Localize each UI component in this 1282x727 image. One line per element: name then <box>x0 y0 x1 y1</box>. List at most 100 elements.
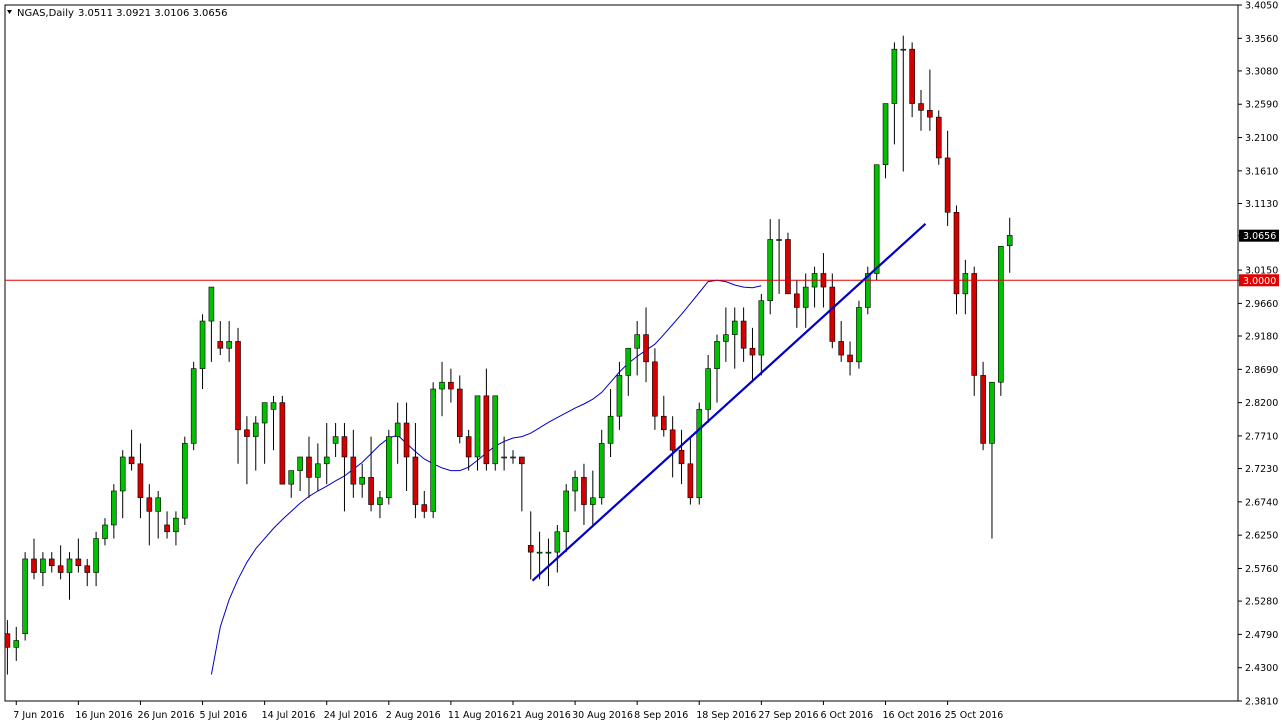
current-price-badge-label: 3.0656 <box>1243 231 1276 242</box>
x-tick-label: 14 Jul 2016 <box>262 710 316 721</box>
y-tick-label: 2.9180 <box>1245 332 1278 343</box>
candle-body-bullish <box>93 538 99 573</box>
y-tick-label: 2.6250 <box>1245 531 1278 542</box>
candle-body-bullish <box>891 48 898 104</box>
candle-body-bullish <box>474 395 481 458</box>
candle-body-bullish <box>182 443 188 519</box>
candle-body-bearish <box>794 293 800 308</box>
candle-body-bullish <box>323 456 330 465</box>
x-tick-label: 25 Oct 2016 <box>945 710 1004 721</box>
candle-body-bullish <box>102 524 108 539</box>
x-tick-label: 6 Oct 2016 <box>820 710 873 721</box>
candle-body-bullish <box>261 402 268 424</box>
candle-body-bullish <box>545 551 552 554</box>
candle-body-bearish <box>465 436 472 458</box>
candle-body-bullish <box>776 239 782 241</box>
x-tick-label: 24 Jul 2016 <box>324 710 378 721</box>
candle-body-bullish <box>758 300 765 356</box>
x-tick-label: 26 Jun 2016 <box>137 710 194 721</box>
candle-body-bullish <box>625 347 632 376</box>
candle-body-bullish <box>394 422 401 437</box>
candle-body-bearish <box>838 341 844 356</box>
candle-body-bearish <box>740 320 747 349</box>
x-tick-label: 30 Aug 2016 <box>572 710 633 721</box>
candle-body-bearish <box>909 48 915 104</box>
candle-body-bullish <box>208 286 215 322</box>
current-price-badge-box <box>1239 229 1279 242</box>
candle-body-bearish <box>927 110 933 118</box>
candle-body-bullish <box>501 456 507 459</box>
candle-body-bearish <box>146 497 153 512</box>
y-tick-label: 2.8200 <box>1245 398 1278 409</box>
candle-body-bearish <box>519 456 525 465</box>
dropdown-triangle-icon[interactable] <box>7 10 12 14</box>
candle-body-bearish <box>341 436 348 458</box>
candles-layer <box>4 35 1013 675</box>
candle-body-bullish <box>173 517 179 533</box>
x-tick-label: 18 Sep 2016 <box>696 710 756 721</box>
x-tick-label: 16 Oct 2016 <box>883 710 942 721</box>
candle-body-bullish <box>696 409 703 499</box>
chart-header: NGAS,Daily 3.0511 3.0921 3.0106 3.0656 <box>7 8 228 19</box>
candle-body-bullish <box>590 497 596 505</box>
candle-body-bearish <box>48 558 55 567</box>
y-tick-label: 2.4790 <box>1245 630 1278 641</box>
candle-body-bearish <box>944 157 951 213</box>
level-badge-box <box>1239 274 1279 287</box>
candle-body-bearish <box>687 463 694 499</box>
candle-body-bearish <box>217 341 224 349</box>
candle-body-bullish <box>723 334 729 342</box>
candle-body-bullish <box>66 558 73 573</box>
trendline <box>531 223 927 582</box>
y-tick-label: 3.3080 <box>1245 66 1278 77</box>
candle-body-bearish <box>235 341 241 431</box>
candle-body-bullish <box>315 463 321 478</box>
candle-body-bearish <box>412 456 419 505</box>
candle-body-bullish <box>714 341 720 369</box>
candle-body-bearish <box>678 449 685 465</box>
candle-body-bullish <box>802 286 809 308</box>
candle-body-bullish <box>731 320 738 335</box>
y-tick-label: 2.9660 <box>1245 299 1278 310</box>
candle-body-bearish <box>971 273 978 376</box>
candle-body-bullish <box>430 388 436 512</box>
candle-body-bearish <box>669 429 676 451</box>
candle-body-bearish <box>403 422 410 458</box>
candle-body-bullish <box>1006 235 1013 246</box>
candle-body-bearish <box>350 456 357 485</box>
candle-body-bullish <box>767 239 774 301</box>
candle-body-bearish <box>164 524 170 533</box>
y-tick-label: 2.4300 <box>1245 663 1278 674</box>
candle-body-bearish <box>244 429 250 437</box>
candle-body-bearish <box>31 558 37 573</box>
candle-body-bearish <box>75 558 82 567</box>
x-tick-label: 7 Jun 2016 <box>13 710 64 721</box>
y-tick-label: 2.6740 <box>1245 497 1278 508</box>
candle-body-bullish <box>252 422 259 437</box>
candle-body-bullish <box>563 490 570 533</box>
candle-body-bearish <box>660 415 667 431</box>
x-tick-label: 21 Aug 2016 <box>510 710 571 721</box>
candle-body-bearish <box>935 116 942 159</box>
candle-body-bearish <box>306 456 312 478</box>
drawn-lines-layer <box>5 223 1238 582</box>
candle-body-bullish <box>119 456 126 492</box>
candle-body-bearish <box>829 286 836 342</box>
x-tick-label: 8 Sep 2016 <box>634 710 688 721</box>
candle-body-bullish <box>998 245 1004 383</box>
candle-body-bullish <box>226 341 232 349</box>
candle-body-bearish <box>483 395 490 465</box>
candle-body-bullish <box>288 470 295 485</box>
candle-body-bullish <box>359 477 366 485</box>
candle-body-bearish <box>953 212 960 295</box>
candle-body-bullish <box>332 436 339 444</box>
candle-body-bullish <box>900 48 907 51</box>
candle-body-bullish <box>386 436 392 499</box>
candle-body-bullish <box>510 456 516 459</box>
y-tick-label: 2.7230 <box>1245 464 1278 475</box>
candle-body-bullish <box>297 456 303 471</box>
candle-body-bullish <box>111 490 117 526</box>
y-tick-label: 3.4050 <box>1245 1 1278 12</box>
